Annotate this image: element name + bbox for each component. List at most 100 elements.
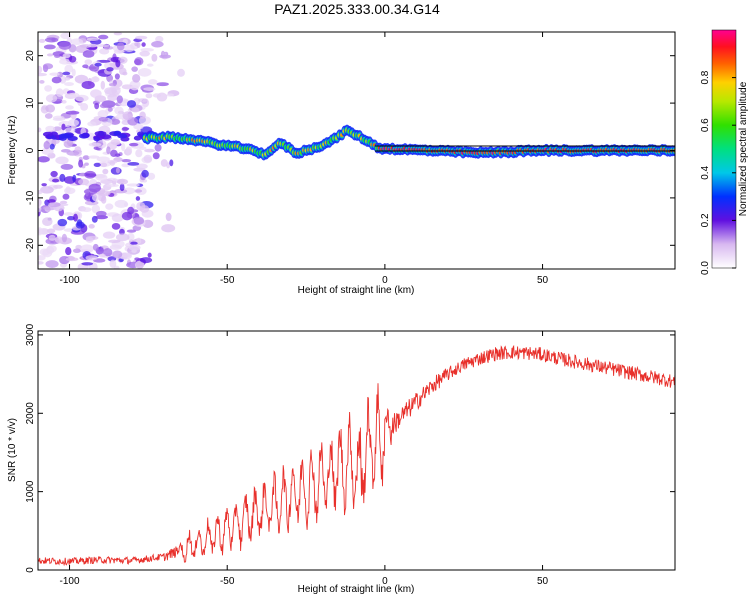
noise-cell [159,54,172,59]
noise-cell [91,193,100,202]
noise-cell [147,252,152,258]
noise-cell [70,38,84,45]
noise-cell [121,126,129,132]
noise-cell [68,55,77,63]
x-tick-label: 50 [537,576,549,587]
noise-cell [40,186,54,194]
noise-cell [116,178,129,185]
noise-cell [147,172,156,180]
noise-cell [152,93,161,98]
noise-cell [48,234,56,241]
noise-cell [80,103,89,111]
noise-cell [139,205,150,213]
noise-cell [88,224,95,229]
noise-cell [110,149,118,158]
noise-cell [109,160,116,166]
noise-cell [84,170,96,179]
noise-cell [78,159,84,168]
noise-cell [119,183,125,192]
noise-cell [88,142,102,147]
noise-cell [38,261,44,265]
noise-cell [130,85,139,91]
noise-cell [121,159,132,163]
y-tick-label: -10 [25,190,36,205]
noise-cell [65,110,80,115]
noise-cell [113,32,123,36]
x-tick-label: 50 [537,275,549,286]
noise-cell [139,111,146,120]
spectrogram-y-ticks: -20 -10 0 10 20 [25,50,675,253]
noise-cell [116,95,123,104]
noise-cell [52,117,66,122]
noise-cell [41,183,47,187]
noise-cell [58,41,72,50]
snr-series-line [38,344,675,567]
noise-cell [135,35,148,40]
noise-cell [59,200,68,204]
noise-cell [60,163,74,170]
noise-cell [99,103,108,109]
noise-cell [112,250,123,259]
noise-cell [115,167,120,174]
noise-cell [44,85,53,92]
noise-cell [49,143,55,150]
noise-cell [38,156,50,163]
noise-cell [74,74,89,84]
noise-cell [43,44,56,50]
noise-cell [82,64,89,69]
y-tick-label: 10 [25,97,36,109]
noise-cell [39,80,45,84]
noise-cell [136,163,148,170]
noise-cell [92,243,99,251]
noise-cell [122,187,136,195]
noise-cell [130,241,138,245]
noise-cell [114,199,128,208]
colorbar: 0.0 0.2 0.4 0.6 0.8 Normalized spectral ampl… [700,29,749,275]
noise-cell [94,62,102,67]
noise-cell [43,141,51,150]
noise-cell [93,162,101,168]
noise-cell [46,53,54,57]
noise-cell [155,35,164,43]
snr-x-label: Height of straight line (km) [298,584,415,595]
noise-cell [85,255,98,261]
noise-cell [61,100,67,104]
noise-cell [71,68,76,77]
noise-cell [38,227,43,236]
noise-cell [87,43,98,48]
y-tick-label: 0 [25,567,36,573]
noise-cell [143,87,156,91]
noise-cell [99,48,110,55]
noise-cell [127,161,140,166]
noise-cell [100,80,106,90]
noise-cell [103,46,114,50]
noise-cell [81,207,92,213]
noise-cell [115,233,130,242]
noise-cell [90,89,102,98]
snr-frame [37,330,676,571]
noise-cell [156,82,169,87]
noise-cell [38,198,42,207]
noise-cell [108,83,117,87]
noise-cell [113,49,125,54]
noise-cell [114,73,120,80]
noise-cell [128,244,141,251]
noise-cell [114,106,124,115]
noise-cell [38,205,42,213]
noise-cell [109,118,121,125]
noise-cell [57,218,68,227]
noise-cell [94,102,100,110]
noise-cell [50,170,58,178]
noise-cell [141,42,146,47]
noise-cell [59,256,70,265]
noise-cell [135,149,143,158]
noise-cell [86,37,99,41]
noise-cell [82,155,90,160]
noise-band-cell [59,133,71,139]
noise-cell [81,262,94,266]
chart-title: PAZ1.2025.333.00.34.G14 [274,1,440,17]
noise-cell [116,42,125,51]
y-tick-label: 20 [25,50,36,62]
noise-cell [73,213,78,222]
noise-cell [118,67,127,75]
